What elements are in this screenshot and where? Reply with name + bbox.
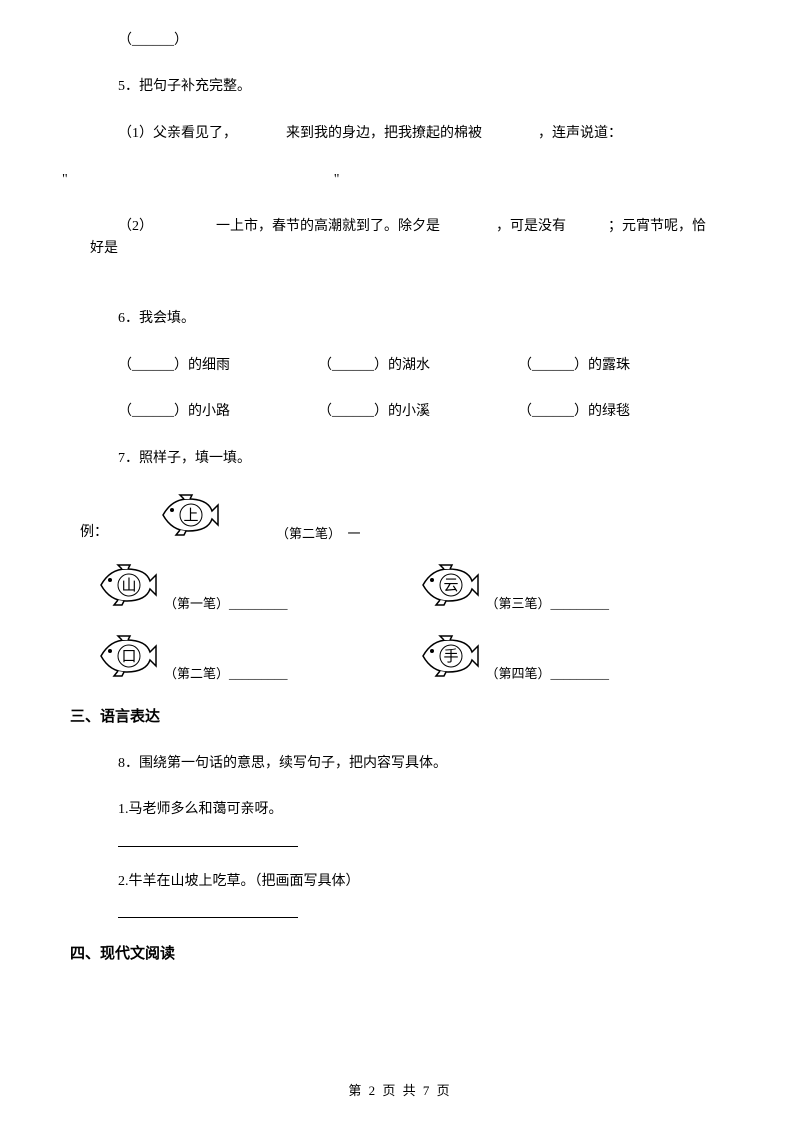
section4-heading: 四、现代文阅读 — [70, 942, 710, 966]
svg-text:山: 山 — [121, 577, 136, 594]
q6-title: 6．我会填。 — [90, 308, 710, 330]
q6-r2-c3: （______）的绿毯 — [490, 401, 630, 423]
q5-item1-quote: " " — [62, 169, 710, 191]
q6-row2: （______）的小路 （______）的小溪 （______）的绿毯 — [90, 401, 710, 423]
fish-icon-1: 山 — [96, 564, 158, 614]
top-blank: （______） — [118, 33, 188, 48]
fish-icon-4: 手 — [418, 635, 480, 685]
svg-text:云: 云 — [443, 578, 458, 594]
q7-title: 7．照样子，填一填。 — [90, 448, 710, 470]
q7-fish1-stroke: （第一笔）_________ — [164, 594, 288, 615]
q5-item1: （1）父亲看见了， 来到我的身边，把我撩起的棉被 ，连声说道： — [90, 123, 710, 145]
section3-heading: 三、语言表达 — [70, 705, 710, 729]
svg-text:手: 手 — [443, 648, 458, 665]
q8-title: 8．围绕第一句话的意思，续写句子，把内容写具体。 — [90, 753, 710, 775]
q6-r1-c3: （______）的露珠 — [490, 355, 630, 377]
q6-r1-c2: （______）的湖水 — [290, 355, 430, 377]
svg-text:上: 上 — [183, 507, 198, 524]
q7-example-stroke: （第二笔） 一 — [276, 524, 361, 545]
q7-example-label: 例： — [80, 522, 108, 544]
q7-row2: 口 （第二笔）_________ 手 （第四笔）_________ — [96, 635, 710, 685]
q8-item1-answer-line — [118, 846, 298, 847]
q7-row1: 山 （第一笔）_________ 云 （第三笔）_________ — [96, 564, 710, 614]
fish-icon-3: 口 — [96, 635, 158, 685]
q5-title: 5．把句子补充完整。 — [90, 76, 710, 98]
q8-item1: 1.马老师多么和蔼可亲呀。 — [90, 799, 710, 821]
q8-item2-answer-line — [118, 917, 298, 918]
q7-example-row: 例： 上 （第二笔） 一 — [80, 494, 710, 544]
q6-r1-c1: （______）的细雨 — [90, 355, 230, 377]
fish-icon-2: 云 — [418, 564, 480, 614]
q6-r2-c2: （______）的小溪 — [290, 401, 430, 423]
top-blank-line: （______） — [90, 30, 710, 52]
q7-fish3-stroke: （第二笔）_________ — [164, 664, 288, 685]
q6-row1: （______）的细雨 （______）的湖水 （______）的露珠 — [90, 355, 710, 377]
q8-item2: 2.牛羊在山坡上吃草。（把画面写具体） — [90, 871, 710, 893]
page-footer: 第 2 页 共 7 页 — [0, 1081, 800, 1102]
q7-fish4-stroke: （第四笔）_________ — [486, 664, 610, 685]
q6-r2-c1: （______）的小路 — [90, 401, 230, 423]
svg-text:口: 口 — [121, 649, 136, 665]
fish-icon-example: 上 — [158, 494, 220, 544]
q7-fish2-stroke: （第三笔）_________ — [486, 594, 610, 615]
q5-item2: （2） 一上市，春节的高潮就到了。除夕是 ，可是没有 ；元宵节呢，恰好是 — [90, 216, 710, 261]
